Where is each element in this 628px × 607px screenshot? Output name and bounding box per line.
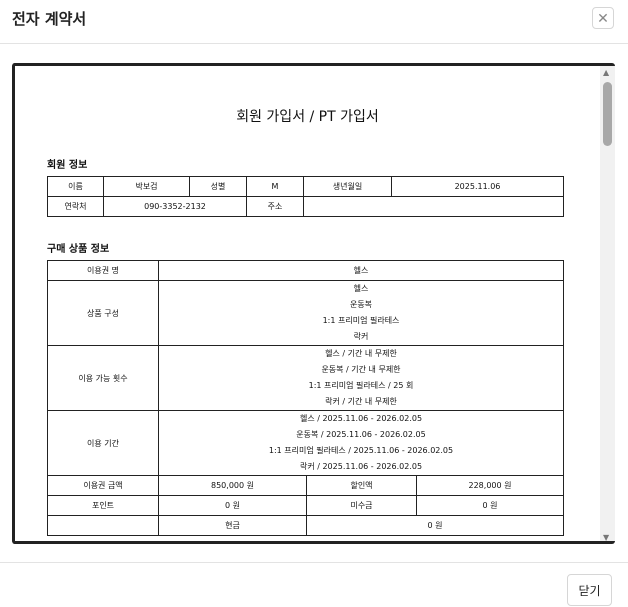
cell: 성별 (189, 176, 247, 197)
close-icon[interactable]: ✕ (592, 7, 614, 29)
line: 헬스 (353, 284, 369, 293)
scrollbar-thumb[interactable] (603, 82, 612, 146)
cell: 상품 구성 (47, 280, 159, 346)
purchase-section-title: 구매 상품 정보 (47, 244, 110, 255)
table-row: 상품 구성 헬스 운동복 1:1 프리미엄 필라테스 락커 (47, 280, 564, 346)
table-row: 이름 박보검 성별 M 생년월일 2025.11.06 (47, 176, 564, 197)
table-row: 현금 0 원 (47, 515, 564, 536)
cell: 생년월일 (303, 176, 392, 197)
line: 락커 / 2025.11.06 - 2026.02.05 (299, 462, 423, 471)
cell: 헬스 운동복 1:1 프리미엄 필라테스 락커 (158, 280, 564, 346)
cell: 연락처 (47, 196, 104, 217)
cell: 0 원 (416, 495, 564, 516)
line: 운동복 (349, 300, 373, 309)
cell: 850,000 원 (158, 475, 307, 496)
line: 1:1 프리미엄 필라테스 / 25 회 (308, 381, 414, 390)
dialog-header: 전자 계약서 ✕ (0, 0, 628, 44)
member-table: 이름 박보검 성별 M 생년월일 2025.11.06 연락처 090-3352… (47, 176, 564, 217)
table-row: 포인트 0 원 미수금 0 원 (47, 495, 564, 516)
cell: 0 원 (306, 515, 564, 536)
cell: 이름 (47, 176, 104, 197)
line: 헬스 / 기간 내 무제한 (325, 349, 397, 358)
cell: 헬스 / 2025.11.06 - 2026.02.05 운동복 / 2025.… (158, 410, 564, 476)
member-section-title: 회원 정보 (47, 160, 88, 171)
cell: 헬스 (158, 260, 564, 281)
cell: 미수금 (306, 495, 417, 516)
cell: 헬스 / 기간 내 무제한 운동복 / 기간 내 무제한 1:1 프리미엄 필라… (158, 345, 564, 411)
cell: 박보검 (103, 176, 190, 197)
close-button[interactable]: 닫기 (567, 574, 612, 606)
scroll-up-arrow-icon[interactable]: ▲ (603, 68, 610, 77)
cell: M (246, 176, 304, 197)
cell (47, 515, 159, 536)
line: 운동복 / 2025.11.06 - 2026.02.05 (296, 430, 426, 439)
cell: 주소 (246, 196, 304, 217)
cell: 포인트 (47, 495, 159, 516)
table-row: 연락처 090-3352-2132 주소 (47, 196, 564, 217)
cell: 이용권 명 (47, 260, 159, 281)
cell: 할인액 (306, 475, 417, 496)
cell: 현금 (158, 515, 307, 536)
line: 락커 (353, 332, 369, 341)
dialog-title: 전자 계약서 (12, 10, 87, 28)
cell: 0 원 (158, 495, 307, 516)
cell: 이용 기간 (47, 410, 159, 476)
table-row: 이용 기간 헬스 / 2025.11.06 - 2026.02.05 운동복 /… (47, 410, 564, 476)
cell: 이용권 금액 (47, 475, 159, 496)
cell: 228,000 원 (416, 475, 564, 496)
document-viewer[interactable]: 회원 가입서 / PT 가입서 회원 정보 이름 박보검 성별 M 생년월일 2… (12, 63, 615, 544)
document-title: 회원 가입서 / PT 가입서 (236, 109, 379, 125)
cell (303, 196, 564, 217)
table-row: 이용권 명 헬스 (47, 260, 564, 281)
scroll-down-arrow-icon[interactable]: ▼ (603, 533, 610, 542)
line: 헬스 / 2025.11.06 - 2026.02.05 (299, 414, 423, 423)
line: 운동복 / 기간 내 무제한 (321, 365, 401, 374)
line: 락커 / 기간 내 무제한 (325, 397, 397, 406)
cell: 이용 가능 횟수 (47, 345, 159, 411)
cell: 090-3352-2132 (103, 196, 247, 217)
purchase-table: 이용권 명 헬스 상품 구성 헬스 운동복 1:1 프리미엄 필라테스 락커 이… (47, 260, 564, 536)
contract-document: 회원 가입서 / PT 가입서 회원 정보 이름 박보검 성별 M 생년월일 2… (15, 66, 600, 541)
line: 1:1 프리미엄 필라테스 (322, 316, 400, 325)
cell: 2025.11.06 (391, 176, 564, 197)
scrollbar[interactable]: ▲ ▼ (600, 66, 615, 542)
line: 1:1 프리미엄 필라테스 / 2025.11.06 - 2026.02.05 (268, 446, 454, 455)
dialog-footer: 닫기 (0, 562, 628, 607)
table-row: 이용권 금액 850,000 원 할인액 228,000 원 (47, 475, 564, 496)
table-row: 이용 가능 횟수 헬스 / 기간 내 무제한 운동복 / 기간 내 무제한 1:… (47, 345, 564, 411)
